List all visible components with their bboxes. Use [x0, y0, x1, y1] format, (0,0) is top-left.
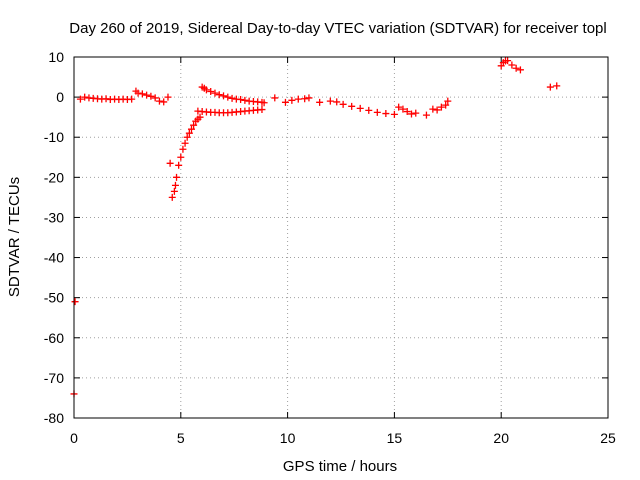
data-point	[399, 105, 407, 113]
data-point	[333, 98, 341, 106]
data-point	[288, 96, 296, 104]
data-point	[512, 64, 520, 72]
data-point	[224, 93, 232, 101]
y-tick-label: -20	[44, 169, 64, 185]
data-point	[76, 95, 84, 103]
data-point	[134, 89, 142, 97]
data-point	[305, 94, 313, 102]
data-point	[171, 181, 179, 189]
data-point	[301, 95, 309, 103]
data-point	[390, 110, 398, 118]
y-tick-label: -30	[44, 209, 64, 225]
data-point	[71, 298, 79, 306]
data-point	[553, 82, 561, 90]
data-point	[508, 61, 516, 69]
data-point	[102, 95, 110, 103]
data-point	[179, 145, 187, 153]
data-point	[181, 139, 189, 147]
data-point	[138, 90, 146, 98]
data-point	[155, 97, 163, 105]
data-point	[220, 92, 228, 100]
data-point	[316, 98, 324, 106]
data-point	[241, 96, 249, 104]
data-point	[228, 94, 236, 102]
data-point	[294, 95, 302, 103]
data-point	[164, 93, 172, 101]
data-point	[207, 87, 215, 95]
y-tick-label: -80	[44, 410, 64, 426]
data-point	[373, 108, 381, 116]
data-point	[260, 99, 268, 107]
data-point	[175, 161, 183, 169]
y-tick-label: -70	[44, 370, 64, 386]
data-point	[429, 105, 437, 113]
data-point	[183, 133, 191, 141]
data-point	[433, 106, 441, 114]
data-point	[444, 97, 452, 105]
data-point	[170, 187, 178, 195]
data-point	[281, 98, 289, 106]
data-point	[147, 92, 155, 100]
data-point	[504, 57, 512, 65]
data-point	[395, 103, 403, 111]
y-tick-label: -40	[44, 250, 64, 266]
x-axis-label: GPS time / hours	[283, 458, 397, 475]
data-point	[237, 96, 245, 104]
data-point	[437, 103, 445, 111]
data-point	[516, 66, 524, 74]
data-point	[339, 100, 347, 108]
data-point	[412, 109, 420, 117]
data-point	[128, 95, 136, 103]
data-point	[173, 173, 181, 181]
data-point	[168, 193, 176, 201]
x-tick-label: 5	[177, 430, 185, 446]
x-tick-label: 20	[493, 430, 509, 446]
x-tick-label: 15	[387, 430, 403, 446]
y-tick-label: -60	[44, 330, 64, 346]
y-tick-label: -50	[44, 290, 64, 306]
data-point	[365, 106, 373, 114]
y-axis-label: SDTVAR / TECUs	[6, 177, 23, 297]
tick-labels: 0 5 10 15 20 25 10 0 -10 -20 -30 -40 -50 -60 -70 -80	[44, 49, 616, 446]
data-point	[166, 159, 174, 167]
data-point	[177, 153, 185, 161]
data-point	[326, 97, 334, 105]
data-point	[160, 98, 168, 106]
data-point	[422, 111, 430, 119]
chart-title: Day 260 of 2019, Sidereal Day-to-day VTE…	[69, 20, 606, 37]
data-point	[211, 89, 219, 97]
data-points	[70, 57, 561, 398]
data-point	[215, 91, 223, 99]
data-point	[382, 110, 390, 118]
x-tick-label: 0	[70, 430, 78, 446]
data-point	[546, 83, 554, 91]
grid-lines	[74, 57, 608, 418]
y-tick-label: 0	[56, 89, 64, 105]
y-tick-label: -10	[44, 129, 64, 145]
data-point	[185, 129, 193, 137]
data-point	[190, 121, 198, 129]
data-point	[348, 102, 356, 110]
data-point	[81, 93, 89, 101]
data-point	[258, 106, 266, 114]
y-tick-label: 10	[48, 49, 64, 65]
data-point	[151, 94, 159, 102]
data-point	[403, 108, 411, 116]
data-point	[442, 101, 450, 109]
data-point	[271, 94, 279, 102]
data-point	[196, 113, 204, 121]
data-point	[187, 125, 195, 133]
x-tick-label: 25	[600, 430, 616, 446]
data-point	[356, 104, 364, 112]
data-point	[202, 86, 210, 94]
data-point	[407, 110, 415, 118]
plot-frame	[73, 56, 609, 419]
x-tick-label: 10	[280, 430, 296, 446]
data-point	[143, 91, 151, 99]
